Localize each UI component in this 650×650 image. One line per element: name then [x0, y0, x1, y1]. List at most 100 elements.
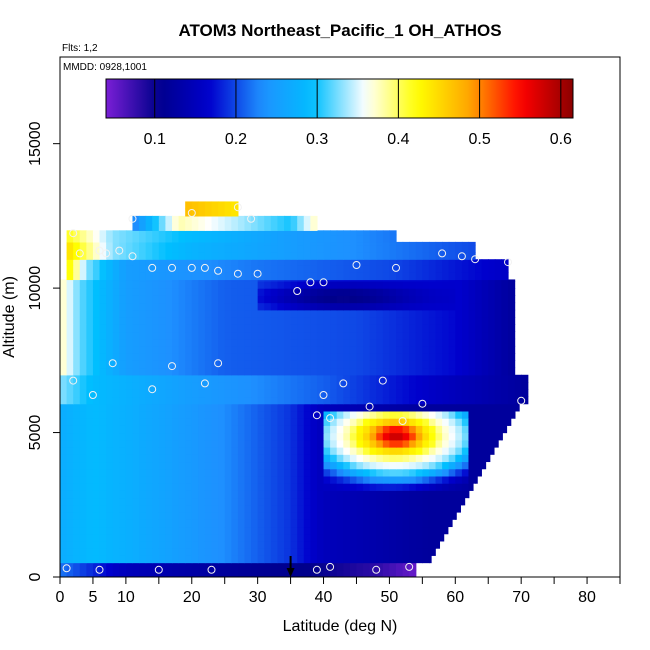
- heatmap-cell: [251, 569, 259, 577]
- heatmap-cell: [277, 244, 285, 253]
- heatmap-cell: [310, 230, 318, 236]
- heatmap-cell: [231, 353, 239, 361]
- heatmap-cell: [521, 389, 529, 398]
- heatmap-cell: [191, 569, 199, 577]
- heatmap-cell: [244, 317, 252, 325]
- heatmap-cell: [336, 483, 344, 491]
- heatmap-cell: [218, 418, 226, 426]
- heatmap-cell: [86, 569, 94, 577]
- heatmap-cell: [244, 410, 252, 419]
- heatmap-cell: [79, 309, 87, 318]
- heatmap-cell: [468, 309, 476, 318]
- heatmap-cell: [119, 302, 127, 311]
- heatmap-cell: [251, 345, 259, 354]
- heatmap-cell: [376, 418, 384, 426]
- heatmap-cell: [145, 439, 153, 448]
- heatmap-cell: [92, 331, 101, 340]
- heatmap-cell: [336, 360, 344, 369]
- heatmap-cell: [178, 324, 186, 333]
- heatmap-cell: [461, 418, 470, 426]
- heatmap-cell: [152, 295, 160, 304]
- heatmap-cell: [475, 279, 483, 282]
- heatmap-cell: [455, 389, 463, 398]
- heatmap-cell: [336, 512, 344, 520]
- heatmap-cell: [428, 483, 437, 491]
- heatmap-cell: [442, 533, 445, 542]
- heatmap-cell: [435, 497, 443, 506]
- heatmap-cell: [73, 360, 81, 369]
- heatmap-cell: [224, 454, 232, 463]
- heatmap-cell: [172, 555, 180, 564]
- heatmap-cell: [264, 360, 272, 369]
- heatmap-cell: [277, 475, 285, 484]
- heatmap-cell: [382, 504, 391, 513]
- heatmap-cell: [125, 461, 134, 470]
- heatmap-cell: [60, 382, 68, 390]
- heatmap-cell: [224, 396, 232, 405]
- heatmap-cell: [158, 241, 167, 246]
- heatmap-cell: [415, 302, 423, 311]
- heatmap-cell: [92, 367, 101, 376]
- heatmap-cell: [185, 244, 193, 253]
- observation-points: [62, 203, 526, 574]
- heatmap-cell: [277, 295, 285, 304]
- heatmap-cell: [264, 389, 272, 398]
- heatmap-cell: [277, 234, 285, 243]
- heatmap-cell: [428, 265, 437, 273]
- heatmap-cell: [211, 241, 219, 246]
- heatmap-cell: [382, 353, 391, 361]
- heatmap-cell: [415, 468, 423, 477]
- heatmap-cell: [178, 234, 186, 243]
- heatmap-cell: [251, 279, 259, 282]
- heatmap-cell: [415, 288, 423, 296]
- heatmap-cell: [284, 490, 292, 499]
- heatmap-cell: [422, 418, 430, 426]
- heatmap-cell: [277, 569, 285, 577]
- heatmap-cell: [336, 454, 344, 463]
- heatmap-cell: [198, 410, 206, 419]
- heatmap-cell: [264, 418, 272, 426]
- heatmap-cell: [66, 317, 74, 325]
- heatmap-cell: [428, 526, 437, 535]
- heatmap-cell: [172, 345, 180, 354]
- heatmap-cell: [185, 302, 193, 311]
- heatmap-cell: [290, 230, 298, 236]
- heatmap-cell: [172, 324, 180, 333]
- heatmap-cell: [303, 241, 311, 246]
- heatmap-cell: [455, 490, 463, 499]
- heatmap-cell: [119, 432, 127, 441]
- heatmap-cell: [369, 317, 377, 325]
- heatmap-cell: [218, 382, 226, 390]
- heatmap-cell: [323, 338, 331, 347]
- heatmap-cell: [204, 447, 213, 455]
- heatmap-cell: [349, 483, 358, 491]
- heatmap-cell: [211, 280, 219, 289]
- heatmap-cell: [165, 288, 173, 296]
- heatmap-cell: [73, 425, 81, 434]
- heatmap-cell: [448, 374, 456, 383]
- heatmap-cell: [185, 454, 193, 463]
- heatmap-cell: [316, 367, 325, 376]
- heatmap-cell: [185, 540, 193, 549]
- heatmap-cell: [66, 555, 74, 564]
- heatmap-cell: [60, 540, 68, 549]
- heatmap-cell: [501, 280, 509, 289]
- heatmap-cell: [178, 295, 186, 304]
- heatmap-cell: [461, 490, 470, 499]
- heatmap-cell: [257, 345, 265, 354]
- heatmap-cell: [106, 562, 114, 571]
- heatmap-cell: [191, 497, 199, 506]
- heatmap-cell: [382, 519, 391, 528]
- heatmap-cell: [284, 396, 292, 405]
- heatmap-cell: [244, 504, 252, 513]
- heatmap-cell: [290, 360, 298, 369]
- heatmap-cell: [521, 374, 529, 383]
- heatmap-cell: [494, 353, 503, 361]
- heatmap-cell: [481, 439, 489, 448]
- heatmap-cell: [428, 475, 437, 484]
- heatmap-cell: [277, 360, 285, 369]
- heatmap-cell: [244, 244, 252, 253]
- heatmap-cell: [448, 396, 456, 405]
- heatmap-cell: [284, 410, 292, 419]
- heatmap-cell: [343, 540, 351, 549]
